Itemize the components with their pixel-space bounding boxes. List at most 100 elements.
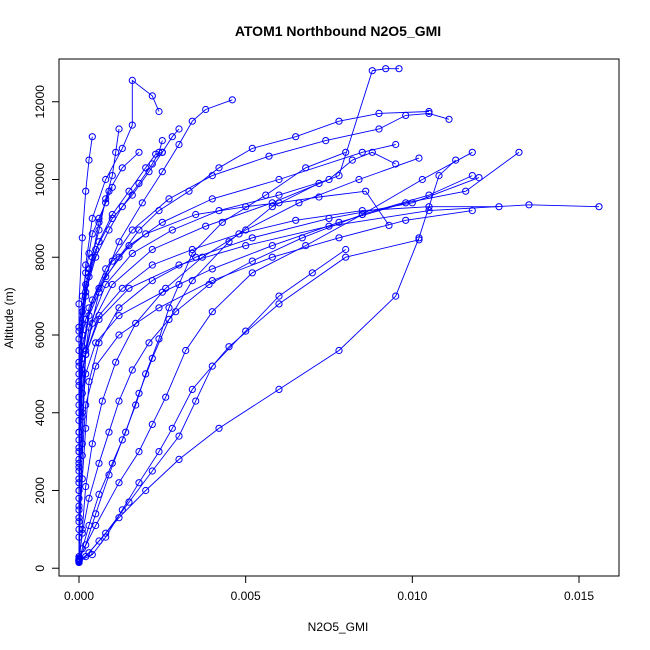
data-point	[425, 191, 433, 199]
data-point	[175, 432, 183, 440]
data-point	[208, 308, 216, 316]
series-line-24	[78, 210, 473, 560]
data-point	[242, 327, 250, 335]
data-point	[295, 199, 303, 207]
data-point	[88, 296, 96, 304]
data-point	[225, 343, 233, 351]
data-point	[158, 148, 166, 156]
data-point	[75, 479, 83, 487]
data-point	[275, 199, 283, 207]
data-point	[75, 502, 83, 510]
data-point	[402, 199, 410, 207]
data-point	[135, 179, 143, 187]
data-point	[468, 207, 476, 215]
data-point	[85, 378, 93, 386]
data-point	[335, 346, 343, 355]
data-point	[78, 234, 86, 242]
data-point	[95, 226, 103, 234]
data-point	[148, 277, 156, 285]
data-point	[112, 358, 120, 366]
series-line-20	[78, 206, 499, 561]
series-line-13	[78, 99, 233, 561]
data-point	[188, 249, 196, 257]
data-point	[165, 195, 173, 203]
data-point	[268, 199, 276, 207]
data-point	[105, 187, 113, 195]
data-point	[362, 187, 370, 195]
data-point	[358, 148, 366, 156]
series-line-28	[78, 157, 420, 560]
data-point	[155, 304, 163, 312]
data-point	[128, 249, 136, 257]
data-point	[75, 370, 83, 378]
data-point	[315, 179, 323, 187]
y-axis-label: Altitude (m)	[2, 287, 16, 348]
data-point	[385, 221, 393, 229]
series-line-26	[78, 151, 140, 561]
data-point	[188, 245, 196, 254]
data-point	[248, 144, 256, 152]
data-point	[125, 498, 133, 506]
data-point	[125, 242, 133, 250]
x-axis-label: N2O5_GMI	[308, 620, 369, 634]
data-point	[325, 222, 333, 230]
data-point	[248, 234, 256, 242]
data-point	[242, 203, 250, 211]
data-point	[595, 203, 603, 211]
data-point	[78, 331, 86, 339]
data-point	[368, 148, 376, 156]
data-point	[75, 436, 83, 444]
plot-frame	[58, 58, 620, 577]
data-point	[215, 164, 223, 172]
data-point	[242, 242, 250, 250]
data-point	[225, 238, 233, 246]
data-point	[435, 172, 443, 180]
x-tick-label: 0.000	[64, 589, 94, 603]
data-point	[85, 494, 93, 502]
data-point	[275, 385, 283, 393]
data-point	[425, 207, 433, 215]
data-point	[468, 148, 476, 156]
chart-title: ATOM1 Northbound N2O5_GMI	[235, 23, 441, 39]
data-point	[342, 253, 350, 261]
data-point	[192, 210, 200, 219]
data-point	[335, 172, 343, 180]
data-point	[118, 506, 126, 514]
data-point	[375, 109, 383, 118]
data-point	[122, 428, 130, 436]
series-line-14	[78, 79, 160, 560]
data-point	[82, 424, 90, 432]
data-point	[132, 319, 140, 327]
x-tick-label: 0.015	[564, 589, 594, 603]
data-point	[302, 164, 310, 172]
data-point	[78, 529, 86, 537]
data-point	[102, 175, 110, 184]
data-point	[75, 393, 83, 401]
data-point	[242, 226, 250, 234]
data-point	[75, 459, 83, 467]
data-point	[158, 137, 166, 145]
data-point	[165, 315, 173, 323]
data-point	[82, 350, 90, 358]
data-point	[425, 203, 433, 211]
data-point	[268, 242, 276, 250]
data-point	[358, 207, 366, 215]
data-point	[135, 448, 143, 456]
data-point	[208, 265, 216, 273]
data-point	[525, 201, 533, 209]
data-point	[142, 370, 150, 378]
y-tick-label: 8000	[33, 244, 47, 271]
data-point	[175, 280, 183, 289]
y-tick-label: 6000	[33, 321, 47, 348]
data-point	[88, 230, 96, 238]
data-point	[92, 253, 100, 261]
data-point	[425, 109, 433, 118]
data-point	[82, 292, 90, 300]
data-point	[348, 156, 356, 164]
data-point	[302, 242, 310, 250]
data-point	[108, 214, 116, 222]
data-point	[78, 409, 86, 417]
y-tick-label: 2000	[33, 477, 47, 504]
data-point	[292, 216, 300, 224]
